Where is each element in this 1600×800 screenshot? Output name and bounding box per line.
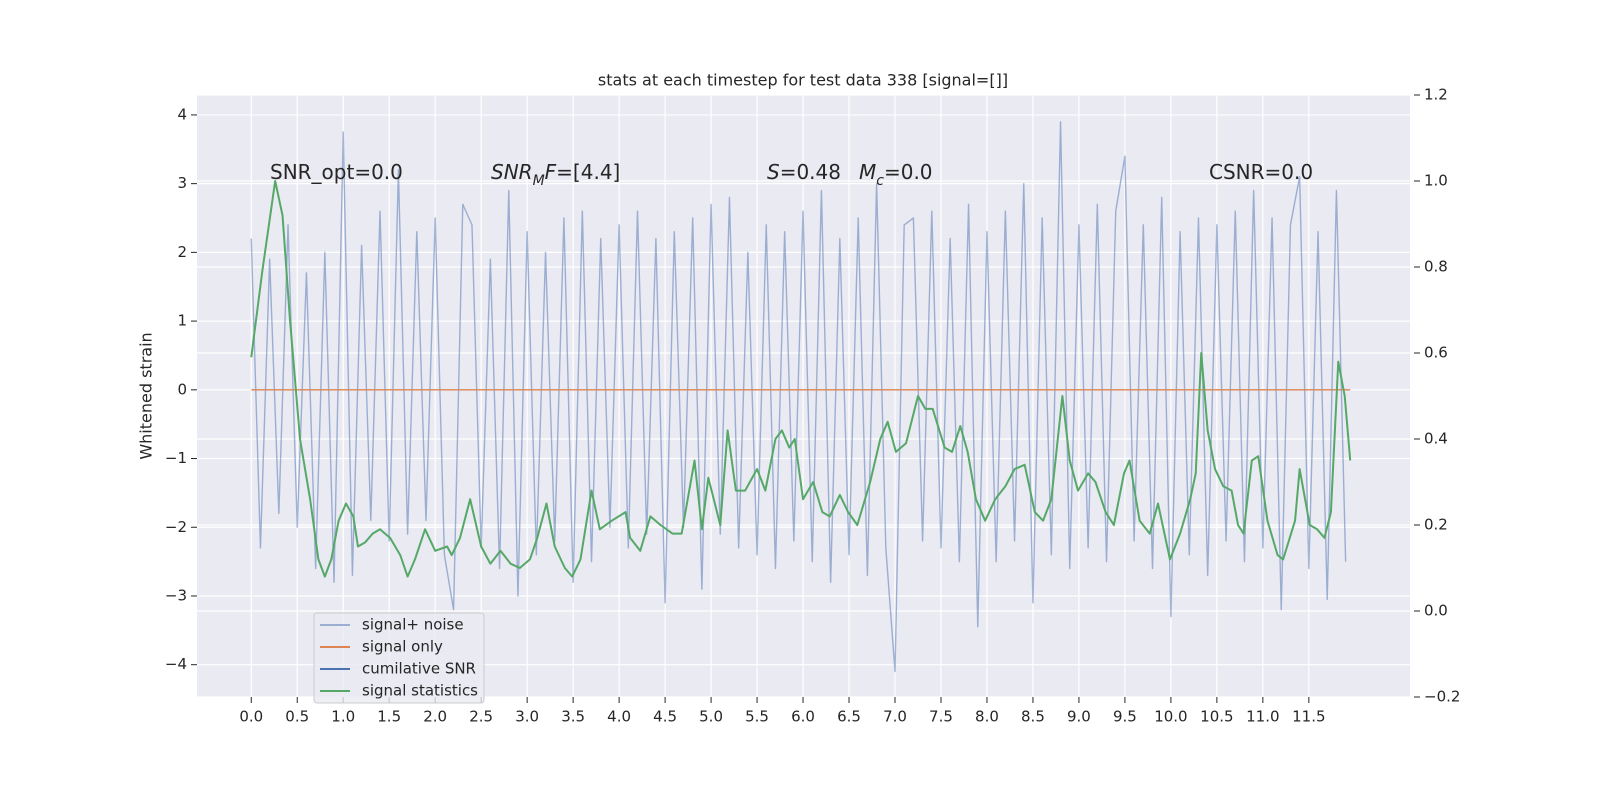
annotation-part: =[4.4] bbox=[556, 160, 620, 184]
x-tick-label: 10.5 bbox=[1200, 708, 1233, 726]
x-tick-label: 3.5 bbox=[561, 708, 585, 726]
annotation-part: c bbox=[876, 173, 884, 189]
annotation-part: SNR bbox=[491, 160, 533, 184]
legend-label: signal+ noise bbox=[362, 616, 464, 634]
x-tick-label: 11.0 bbox=[1246, 708, 1279, 726]
annotation-part: M bbox=[859, 160, 876, 184]
y2-tick-label: 1.2 bbox=[1424, 86, 1448, 104]
annotation: CSNR=0.0 bbox=[1209, 160, 1313, 184]
y-tick-label: 3 bbox=[177, 174, 187, 192]
annotation: Mc=0.0 bbox=[859, 160, 933, 190]
y-tick-label: −4 bbox=[165, 655, 187, 673]
annotation-part: S bbox=[767, 160, 780, 184]
legend-label: signal statistics bbox=[362, 682, 478, 700]
y2-tick-label: 0.8 bbox=[1424, 258, 1448, 276]
y2-tick-label: 0.0 bbox=[1424, 602, 1448, 620]
series-line bbox=[250, 121, 1347, 673]
x-tick-label: 2.5 bbox=[469, 708, 493, 726]
y2-tick-label: 0.2 bbox=[1424, 516, 1448, 534]
x-tick-label: 9.5 bbox=[1113, 708, 1137, 726]
y2-tick-label: 0.6 bbox=[1424, 344, 1448, 362]
y-tick-label: 0 bbox=[177, 380, 187, 398]
x-tick-label: 0.5 bbox=[285, 708, 309, 726]
annotation-part: F bbox=[545, 160, 557, 184]
marks bbox=[250, 121, 1352, 673]
y-tick-label: −3 bbox=[165, 586, 187, 604]
x-tick-label: 7.0 bbox=[883, 708, 907, 726]
x-tick-label: 5.5 bbox=[745, 708, 769, 726]
x-tick-label: 9.0 bbox=[1067, 708, 1091, 726]
x-tick-label: 8.5 bbox=[1021, 708, 1045, 726]
x-tick-label: 1.5 bbox=[377, 708, 401, 726]
x-tick-label: 8.0 bbox=[975, 708, 999, 726]
annotation-part: =0.48 bbox=[780, 160, 841, 184]
y2-tick-label: 1.0 bbox=[1424, 172, 1448, 190]
y-tick-label: 2 bbox=[177, 243, 187, 261]
annotation-part: SNR_opt=0.0 bbox=[270, 160, 403, 184]
series-line bbox=[250, 180, 1352, 578]
x-tick-label: 11.5 bbox=[1292, 708, 1325, 726]
x-tick-label: 4.0 bbox=[607, 708, 631, 726]
y-tick-label: 4 bbox=[177, 105, 187, 123]
x-tick-label: 1.0 bbox=[331, 708, 355, 726]
legend-label: signal only bbox=[362, 638, 443, 656]
x-tick-label: 5.0 bbox=[699, 708, 723, 726]
y-tick-label: −1 bbox=[165, 449, 187, 467]
annotation: SNRMF=[4.4] bbox=[491, 160, 620, 190]
legend-label: cumilative SNR bbox=[362, 660, 476, 678]
x-tick-label: 7.5 bbox=[929, 708, 953, 726]
annotation-part: =0.0 bbox=[884, 160, 933, 184]
x-tick-label: 6.0 bbox=[791, 708, 815, 726]
x-tick-label: 2.0 bbox=[423, 708, 447, 726]
annotation: SNR_opt=0.0 bbox=[270, 160, 403, 184]
annotation: S=0.48 bbox=[767, 160, 841, 184]
y2-tick-label: 0.4 bbox=[1424, 430, 1448, 448]
x-tick-label: 3.0 bbox=[515, 708, 539, 726]
x-tick-label: 4.5 bbox=[653, 708, 677, 726]
legend-box bbox=[313, 612, 485, 704]
x-tick-label: 10.0 bbox=[1154, 708, 1187, 726]
y2-tick-label: −0.2 bbox=[1424, 688, 1460, 706]
chart-title: stats at each timestep for test data 338… bbox=[598, 71, 1008, 90]
annotation-part: CSNR=0.0 bbox=[1209, 160, 1313, 184]
y-tick-label: −2 bbox=[165, 518, 187, 536]
y-tick-label: 1 bbox=[177, 312, 187, 330]
x-tick-label: 0.0 bbox=[239, 708, 263, 726]
x-tick-label: 6.5 bbox=[837, 708, 861, 726]
y-axis-label: Whitened strain bbox=[137, 332, 156, 459]
annotation-part: M bbox=[533, 173, 545, 189]
